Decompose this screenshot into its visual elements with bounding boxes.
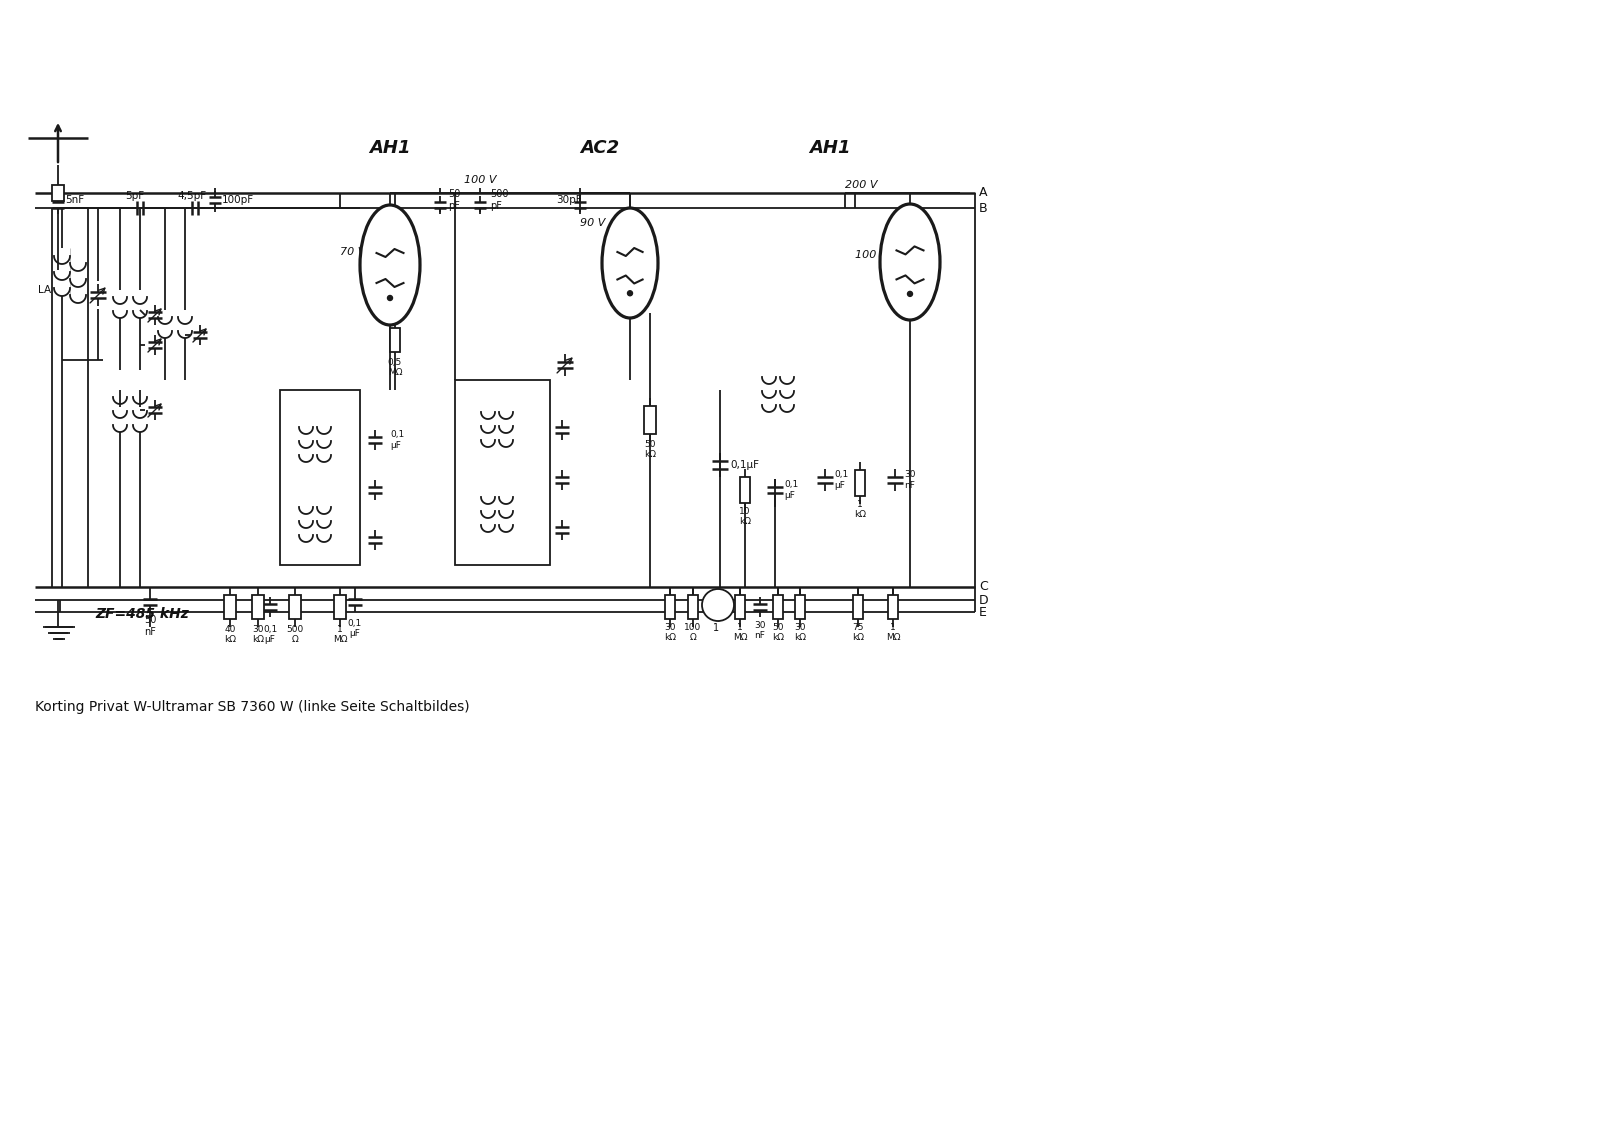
Text: 90 V: 90 V (579, 218, 605, 228)
Ellipse shape (360, 205, 419, 325)
Text: AC2: AC2 (581, 139, 619, 157)
Text: 200 V: 200 V (845, 180, 877, 190)
Bar (888, 595, 898, 619)
Ellipse shape (880, 204, 941, 320)
Bar (688, 595, 698, 619)
Text: D: D (979, 594, 989, 606)
Text: 1: 1 (714, 623, 718, 633)
Bar (390, 328, 400, 352)
Text: 30
kΩ: 30 kΩ (253, 625, 264, 645)
Text: A: A (979, 187, 987, 199)
Text: 30
kΩ: 30 kΩ (794, 623, 806, 642)
Text: 10
kΩ: 10 kΩ (739, 507, 750, 526)
Text: B: B (979, 201, 987, 215)
Text: 5pF: 5pF (125, 191, 144, 201)
Text: 1
kΩ: 1 kΩ (854, 500, 866, 519)
Ellipse shape (602, 208, 658, 318)
Bar (51, 185, 64, 201)
Text: 100
Ω: 100 Ω (685, 623, 702, 642)
Text: 30
nF: 30 nF (904, 470, 915, 490)
Text: Korting Privat W-Ultramar SB 7360 W (linke Seite Schaltbildes): Korting Privat W-Ultramar SB 7360 W (lin… (35, 700, 470, 714)
Text: 4,5pF: 4,5pF (178, 191, 206, 201)
Text: 100 V: 100 V (464, 175, 496, 185)
Text: 0,1
µF: 0,1 µF (834, 470, 848, 490)
Text: C: C (979, 580, 987, 594)
Bar (854, 470, 866, 497)
Text: 0,1
µF: 0,1 µF (347, 619, 362, 638)
Text: 100pF: 100pF (222, 195, 254, 205)
Text: ZF=485 kHz: ZF=485 kHz (94, 607, 189, 621)
Text: 0,1
µF: 0,1 µF (390, 430, 405, 450)
Circle shape (387, 295, 392, 301)
Circle shape (627, 291, 632, 295)
Bar (773, 595, 782, 619)
Bar (853, 595, 862, 619)
Text: 0,1
µF: 0,1 µF (262, 625, 277, 645)
Text: 500
Ω: 500 Ω (286, 625, 304, 645)
Text: 1
MΩ: 1 MΩ (733, 623, 747, 642)
Circle shape (907, 292, 912, 296)
Text: LA: LA (38, 285, 51, 295)
Text: 50
kΩ: 50 kΩ (643, 440, 656, 459)
Text: 1
MΩ: 1 MΩ (333, 625, 347, 645)
Text: 70 V: 70 V (339, 247, 365, 257)
Bar (454, 380, 550, 566)
Text: 0,5
MΩ: 0,5 MΩ (387, 359, 402, 378)
Bar (334, 595, 346, 619)
Text: 30pF: 30pF (557, 195, 582, 205)
Text: AH1: AH1 (370, 139, 411, 157)
Text: 0,1
µF: 0,1 µF (784, 481, 798, 500)
Bar (280, 390, 360, 566)
Text: 500
pF: 500 pF (490, 189, 509, 210)
Bar (739, 477, 750, 503)
Text: 40
kΩ: 40 kΩ (224, 625, 237, 645)
Circle shape (702, 589, 734, 621)
Text: 50
kΩ: 50 kΩ (771, 623, 784, 642)
Bar (734, 595, 746, 619)
Bar (795, 595, 805, 619)
Text: E: E (979, 605, 987, 619)
Text: 100 V: 100 V (854, 250, 888, 260)
Text: 30
kΩ: 30 kΩ (664, 623, 675, 642)
Text: 0,1µF: 0,1µF (730, 460, 758, 470)
Bar (666, 595, 675, 619)
Text: 1
MΩ: 1 MΩ (886, 623, 901, 642)
Text: 75
kΩ: 75 kΩ (851, 623, 864, 642)
Text: 5nF: 5nF (66, 195, 85, 205)
Text: 50
pF: 50 pF (448, 189, 461, 210)
Text: 30
nF: 30 nF (754, 621, 766, 640)
Bar (253, 595, 264, 619)
Text: AH1: AH1 (810, 139, 851, 157)
Bar (224, 595, 237, 619)
Bar (290, 595, 301, 619)
Bar (643, 406, 656, 434)
Text: 50
nF: 50 nF (144, 615, 157, 637)
